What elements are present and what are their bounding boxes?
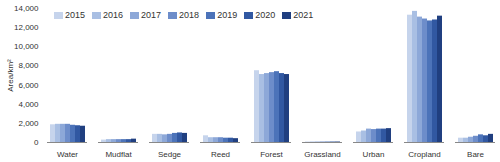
svg-text:2,000: 2,000 [18,119,39,128]
html-text:2016: 2016 [103,10,124,20]
svg-text:Mudflat: Mudflat [105,150,132,159]
svg-text:14,000: 14,000 [14,4,39,13]
html-text:2019: 2019 [217,10,238,20]
html-text:2018: 2018 [179,10,200,20]
svg-text:Reed: Reed [211,150,230,159]
svg-text:0: 0 [34,138,39,147]
svg-text:Area/km²: Area/km² [6,59,15,92]
svg-text:Urban: Urban [363,150,385,159]
svg-text:Forest: Forest [260,150,283,159]
svg-text:Grassland: Grassland [304,150,340,159]
svg-text:Bare: Bare [467,150,484,159]
svg-text:Water: Water [57,150,78,159]
html-text:2015: 2015 [65,10,85,20]
svg-text:8,000: 8,000 [18,61,39,70]
svg-text:10,000: 10,000 [14,42,39,51]
svg-text:12,000: 12,000 [14,23,39,32]
svg-text:Sedge: Sedge [158,150,182,159]
svg-text:Cropland: Cropland [408,150,440,159]
html-text:2017: 2017 [141,10,162,20]
svg-text:6,000: 6,000 [18,81,39,90]
html-text:2021: 2021 [293,10,314,20]
html-text:2020: 2020 [255,10,276,20]
svg-text:4,000: 4,000 [18,100,39,109]
